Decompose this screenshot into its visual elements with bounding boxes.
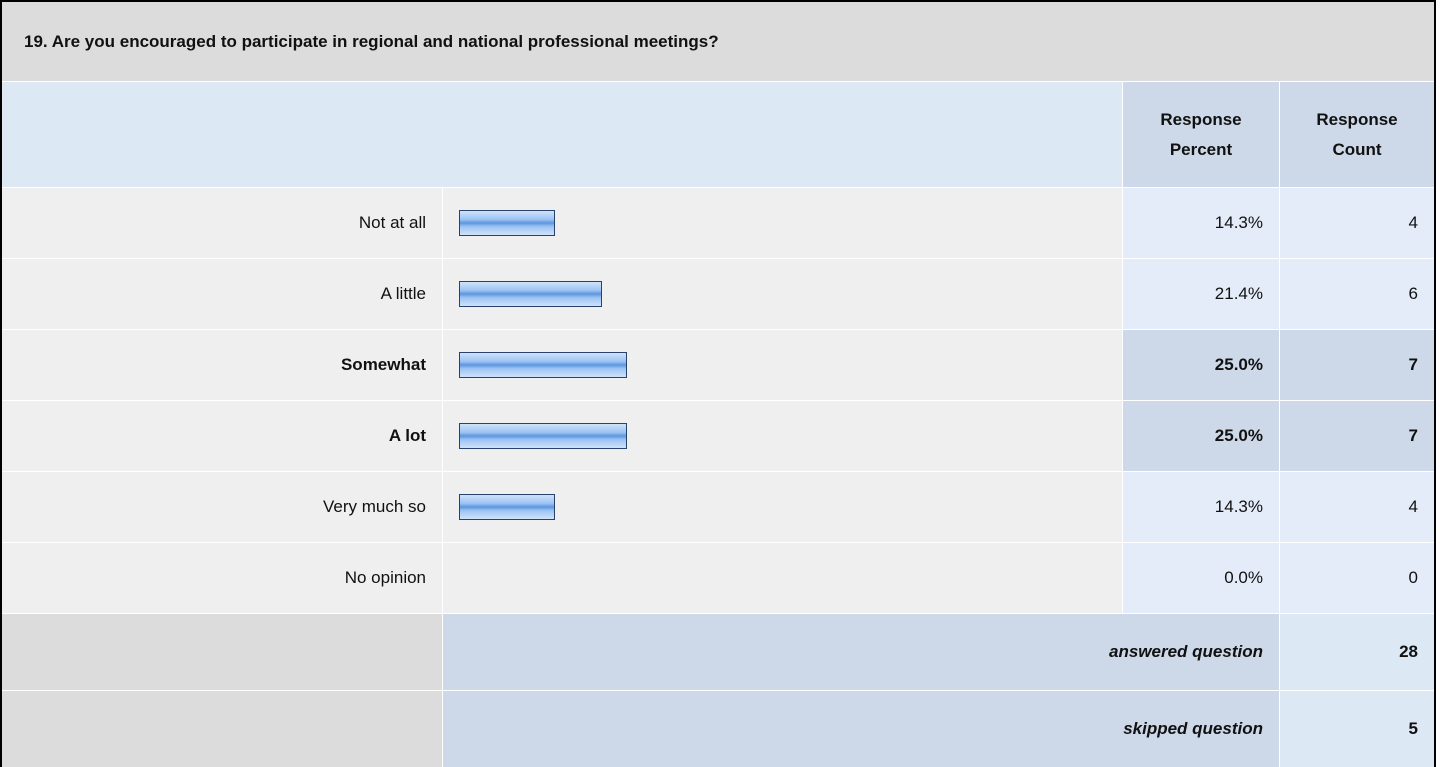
bar-cell (443, 188, 1123, 259)
answer-row: Somewhat 25.0% 7 (2, 330, 1434, 401)
bar (459, 423, 627, 449)
bar (459, 281, 603, 307)
bar-cell (443, 543, 1123, 614)
bar (459, 352, 627, 378)
response-percent: 0.0% (1123, 543, 1280, 614)
response-count: 4 (1280, 188, 1434, 259)
response-count: 7 (1280, 330, 1434, 401)
skipped-row: skipped question 5 (2, 691, 1434, 767)
answer-label: Very much so (2, 472, 443, 543)
answered-row: answered question 28 (2, 614, 1434, 691)
response-count: 0 (1280, 543, 1434, 614)
response-count: 7 (1280, 401, 1434, 472)
answer-label: Somewhat (2, 330, 443, 401)
response-percent: 14.3% (1123, 472, 1280, 543)
skipped-count: 5 (1280, 691, 1434, 767)
header-count: Response Count (1280, 82, 1434, 188)
answer-row: Very much so 14.3% 4 (2, 472, 1434, 543)
answer-label: A lot (2, 401, 443, 472)
bar-cell (443, 259, 1123, 330)
response-percent: 25.0% (1123, 401, 1280, 472)
response-count: 4 (1280, 472, 1434, 543)
footer-blank (2, 691, 443, 767)
question-title: 19. Are you encouraged to participate in… (2, 2, 1434, 82)
answer-label: A little (2, 259, 443, 330)
answer-label: No opinion (2, 543, 443, 614)
response-percent: 21.4% (1123, 259, 1280, 330)
header-percent: Response Percent (1123, 82, 1280, 188)
response-percent: 14.3% (1123, 188, 1280, 259)
answer-row: A lot 25.0% 7 (2, 401, 1434, 472)
bar (459, 494, 555, 520)
answer-label: Not at all (2, 188, 443, 259)
bar (459, 210, 555, 236)
answered-count: 28 (1280, 614, 1434, 691)
header-blank (2, 82, 1123, 188)
footer-blank (2, 614, 443, 691)
answered-label: answered question (443, 614, 1280, 691)
answer-row: A little 21.4% 6 (2, 259, 1434, 330)
bar-cell (443, 472, 1123, 543)
answer-row: No opinion 0.0% 0 (2, 543, 1434, 614)
response-count: 6 (1280, 259, 1434, 330)
response-percent: 25.0% (1123, 330, 1280, 401)
bar-cell (443, 330, 1123, 401)
bar-cell (443, 401, 1123, 472)
skipped-label: skipped question (443, 691, 1280, 767)
answer-row: Not at all 14.3% 4 (2, 188, 1434, 259)
